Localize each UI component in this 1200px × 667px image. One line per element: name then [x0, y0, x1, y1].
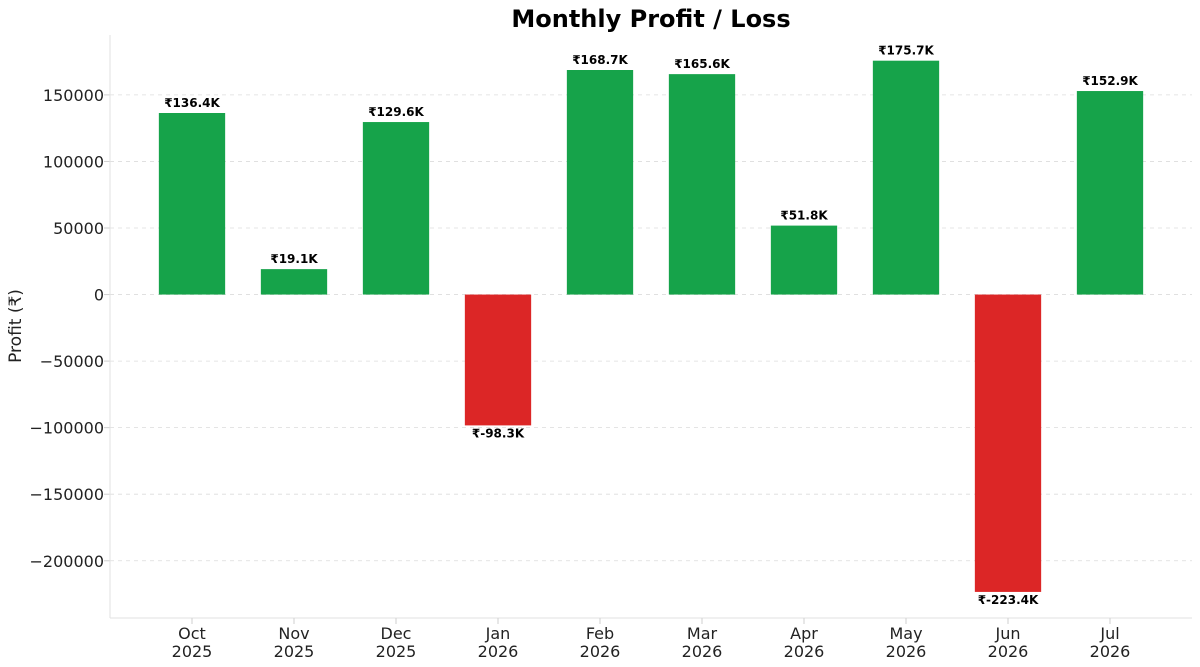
x-tick-label-month: Oct: [178, 624, 206, 643]
bar: [158, 112, 226, 295]
x-tick-labels: Oct2025Nov2025Dec2025Jan2026Feb2026Mar20…: [172, 624, 1131, 661]
data-label: ₹175.7K: [878, 44, 934, 58]
x-tick-label-year: 2025: [172, 642, 213, 661]
chart-title: Monthly Profit / Loss: [511, 5, 790, 33]
data-label: ₹165.6K: [674, 57, 730, 71]
data-label: ₹168.7K: [572, 53, 628, 67]
x-tick-label-year: 2026: [478, 642, 519, 661]
x-tick-label-month: Feb: [586, 624, 614, 643]
bar: [464, 294, 532, 426]
y-tick-label: −200000: [30, 552, 104, 571]
x-tick-label-year: 2026: [784, 642, 825, 661]
bar: [770, 225, 838, 295]
x-tick-label-month: Apr: [790, 624, 818, 643]
x-tick-label-month: May: [889, 624, 922, 643]
x-tick-label-month: Jul: [1099, 624, 1119, 643]
y-tick-label: 150000: [43, 86, 104, 105]
x-tick-label-month: Jun: [995, 624, 1021, 643]
x-tick-label-year: 2026: [682, 642, 723, 661]
y-tick-label: −50000: [40, 352, 104, 371]
y-axis-label: Profit (₹): [6, 289, 26, 363]
x-tick-label-year: 2026: [580, 642, 621, 661]
x-tick-label-month: Dec: [381, 624, 412, 643]
data-label: ₹-98.3K: [472, 426, 525, 440]
data-labels: ₹136.4K ₹19.1K ₹129.6K ₹-98.3K ₹168.7K ₹165.6…: [164, 44, 1138, 607]
axes: [104, 35, 1192, 624]
x-tick-label-month: Mar: [687, 624, 718, 643]
bars: [158, 60, 1144, 592]
x-tick-label-year: 2026: [988, 642, 1029, 661]
x-tick-label-year: 2026: [886, 642, 927, 661]
x-tick-label-year: 2025: [376, 642, 417, 661]
x-tick-label-year: 2026: [1090, 642, 1131, 661]
y-tick-label: −150000: [30, 485, 104, 504]
data-label: ₹136.4K: [164, 96, 220, 110]
x-tick-label-year: 2025: [274, 642, 315, 661]
data-label: ₹152.9K: [1082, 74, 1138, 88]
y-tick-labels: 150000 100000 50000 0 −50000 −100000 −150000 −2…: [30, 86, 104, 571]
y-tick-label: 0: [94, 286, 104, 305]
bar: [1076, 91, 1144, 295]
bar: [872, 60, 940, 295]
y-tick-label: 100000: [43, 152, 104, 171]
data-label: ₹129.6K: [368, 105, 424, 119]
bar: [362, 122, 430, 295]
x-tick-label-month: Nov: [278, 624, 309, 643]
bar: [974, 294, 1042, 592]
bar: [260, 269, 328, 295]
data-label: ₹19.1K: [270, 252, 318, 266]
x-tick-label-month: Jan: [485, 624, 511, 643]
y-tick-label: −100000: [30, 419, 104, 438]
bar: [566, 70, 634, 295]
data-label: ₹51.8K: [780, 209, 828, 223]
y-tick-label: 50000: [53, 219, 104, 238]
bar: [668, 74, 736, 295]
data-label: ₹-223.4K: [978, 593, 1039, 607]
